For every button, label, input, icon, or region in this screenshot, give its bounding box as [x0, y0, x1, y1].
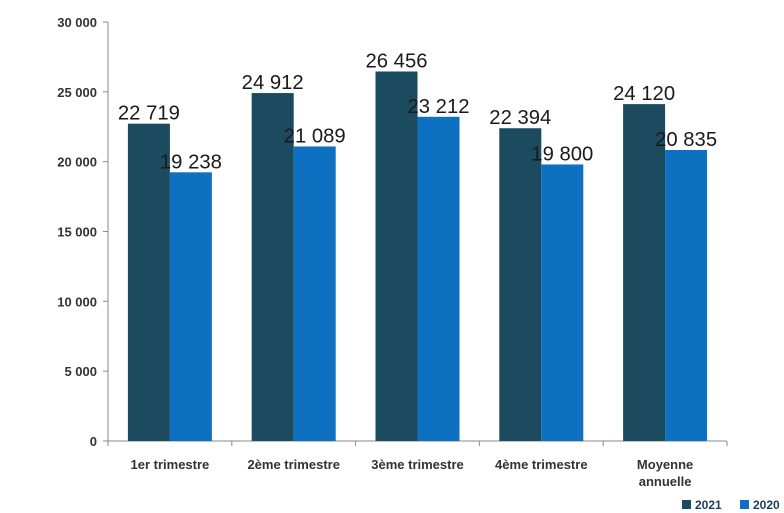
category-label: 3ème trimestre [371, 457, 464, 472]
bar-2020 [665, 150, 708, 441]
y-axis-ticks: 0 5 000 10 000 15 000 20 000 25 000 30 000 [57, 15, 108, 449]
y-tick-label: 25 000 [57, 85, 97, 100]
bar-2021 [623, 104, 666, 442]
legend-label: 2020 [753, 498, 780, 512]
bar-2021 [251, 93, 294, 441]
y-tick-label: 0 [90, 434, 97, 449]
bar-2020 [417, 116, 460, 442]
y-tick-label: 30 000 [57, 15, 97, 30]
bars-group [127, 71, 708, 442]
legend-swatch-2020 [740, 500, 749, 509]
bar-2021 [375, 71, 418, 441]
y-tick-label: 5 000 [64, 364, 97, 379]
bar-2020 [541, 164, 584, 441]
category-label: 1er trimestre [131, 457, 210, 472]
bar-2020 [169, 172, 212, 441]
data-label: 24 120 [613, 83, 675, 105]
y-tick-label: 20 000 [57, 155, 97, 170]
y-tick-label: 15 000 [57, 225, 97, 240]
data-label: 23 212 [408, 96, 470, 118]
data-label: 19 800 [531, 143, 593, 165]
y-tick-label: 10 000 [57, 294, 97, 309]
data-label: 26 456 [366, 50, 428, 72]
data-labels-group: 22 719 19 238 24 912 21 089 26 456 23 212 22 3… [118, 50, 717, 173]
category-label: Moyenne annuelle [637, 457, 693, 489]
bar-2021 [499, 128, 542, 441]
category-label: 2ème trimestre [247, 457, 340, 472]
data-label: 19 238 [160, 151, 222, 173]
bar-2021 [127, 123, 170, 442]
data-label: 22 719 [118, 103, 180, 125]
legend: 2021 2020 [682, 498, 780, 512]
data-label: 21 089 [284, 125, 346, 147]
legend-label: 2021 [695, 498, 722, 512]
data-label: 24 912 [242, 72, 304, 94]
category-labels-group: 1er trimestre 2ème trimestre 3ème trimestr… [131, 457, 694, 489]
bar-2020 [293, 146, 336, 441]
data-label: 20 835 [655, 129, 717, 151]
category-label: 4ème trimestre [495, 457, 588, 472]
x-axis-ticks [107, 441, 728, 446]
legend-swatch-2021 [682, 500, 691, 509]
data-label: 22 394 [489, 107, 551, 129]
